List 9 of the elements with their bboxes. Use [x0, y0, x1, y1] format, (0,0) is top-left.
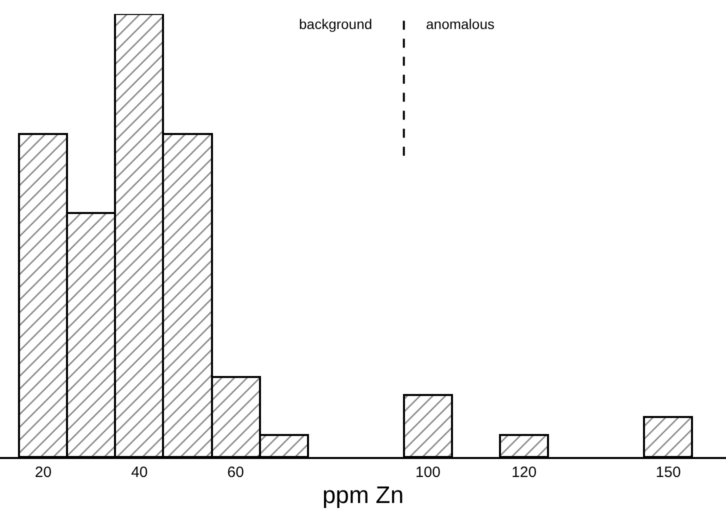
x-tick-label: 150 [656, 464, 681, 481]
x-tick-label: 20 [34, 464, 52, 481]
annotation: background [299, 16, 372, 32]
x-tick-label: 60 [227, 464, 244, 481]
x-tick-label: 40 [131, 464, 148, 481]
x-tick-label: 120 [512, 464, 537, 481]
annotation: anomalous [426, 16, 494, 32]
x-axis-title: ppm Zn [322, 482, 404, 509]
x-tick-label: 100 [415, 464, 440, 481]
